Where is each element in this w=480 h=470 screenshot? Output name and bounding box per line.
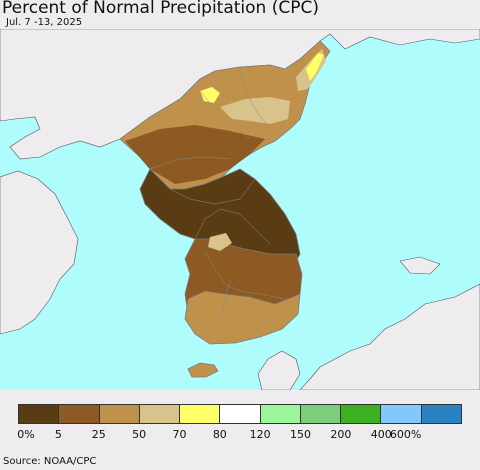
north-korea-tan-patch — [220, 97, 290, 124]
legend-label-9: 400 — [370, 428, 392, 441]
legend-swatch-3 — [139, 405, 181, 423]
province-borders — [149, 66, 286, 335]
legend-swatch-0 — [19, 405, 60, 423]
legend-swatch-2 — [99, 405, 140, 423]
legend-swatch-4 — [180, 405, 221, 423]
japan-kyushu — [257, 350, 301, 390]
precipitation-map — [0, 29, 480, 390]
jeju-island — [187, 362, 219, 378]
legend-swatch-1 — [59, 405, 100, 423]
legend-swatch-8 — [341, 405, 382, 423]
legend-label-5: 80 — [212, 428, 227, 441]
legend-label-2: 25 — [91, 428, 106, 441]
legend-label-8: 200 — [330, 428, 352, 441]
north-korea-brown-band — [125, 125, 265, 184]
legend-swatch-10 — [421, 405, 461, 423]
legend-swatch-7 — [300, 405, 342, 423]
legend-label-0: 0% — [17, 428, 35, 441]
legend-label-6: 120 — [249, 428, 271, 441]
north-korea-yellow-patch — [306, 53, 324, 81]
legend-label-7: 150 — [290, 428, 312, 441]
legend-swatch-6 — [260, 405, 301, 423]
legend-color-bar — [18, 404, 462, 424]
legend-swatch-5 — [220, 405, 261, 423]
china-coast-south — [0, 170, 79, 335]
legend-label-1: 5 — [54, 428, 62, 441]
south-korea-light-south — [184, 290, 301, 345]
legend-swatch-9 — [381, 405, 422, 423]
map-date-range: Jul. 7 -13, 2025 — [6, 17, 83, 28]
north-korea-west-yellow — [200, 87, 220, 103]
data-source: Source: NOAA/CPC — [3, 456, 97, 467]
south-korea-tan-spot — [208, 233, 232, 251]
legend-label-3: 50 — [132, 428, 147, 441]
japan-landmass — [299, 283, 480, 390]
map-title: Percent of Normal Precipitation (CPC) — [2, 0, 319, 18]
legend-label-10: 600% — [389, 428, 422, 441]
legend-label-4: 70 — [172, 428, 187, 441]
japan-islands — [399, 256, 441, 275]
